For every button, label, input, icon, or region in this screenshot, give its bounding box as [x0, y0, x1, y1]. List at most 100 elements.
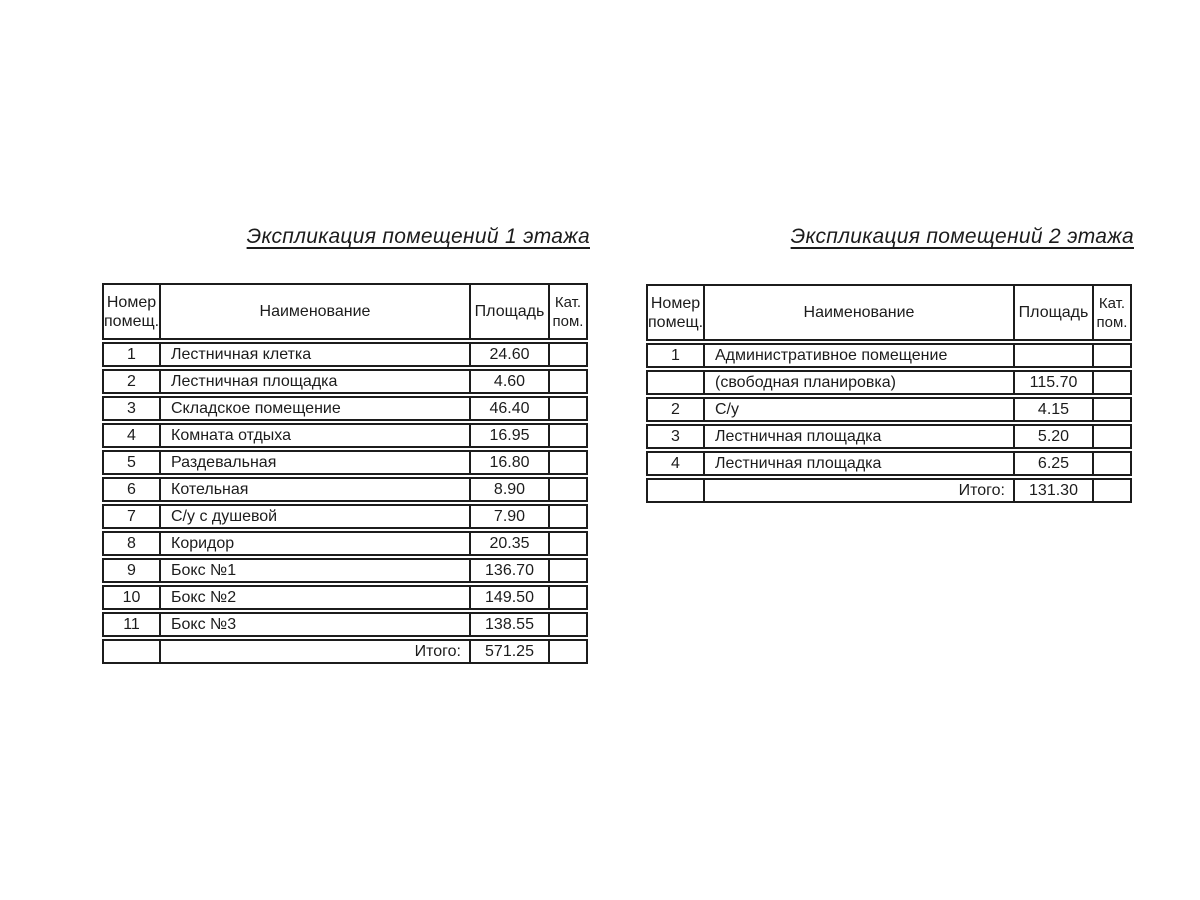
category-cell — [1093, 343, 1132, 368]
number-cell: 3 — [646, 424, 704, 449]
column-header-category-line1: Кат. — [1098, 294, 1126, 312]
number-cell — [102, 639, 160, 664]
table-row: 2 Лестничная площадка 4.60 — [102, 369, 588, 394]
category-cell — [1093, 478, 1132, 503]
category-cell — [549, 450, 588, 475]
category-cell — [549, 369, 588, 394]
area-cell: 138.55 — [470, 612, 549, 637]
number-cell: 5 — [102, 450, 160, 475]
column-header-area: Площадь — [470, 283, 549, 340]
name-cell: Лестничная площадка — [160, 369, 470, 394]
area-cell: 6.25 — [1014, 451, 1093, 476]
total-label: Итого: — [160, 639, 470, 664]
number-cell — [646, 370, 704, 395]
table-row: 9 Бокс №1 136.70 — [102, 558, 588, 583]
area-cell — [1014, 343, 1093, 368]
column-header-name: Наименование — [704, 284, 1014, 341]
name-cell: Бокс №1 — [160, 558, 470, 583]
column-header-number-line2: помещ. — [104, 312, 160, 330]
table-row: 3 Складское помещение 46.40 — [102, 396, 588, 421]
column-header-category: Кат. пом. — [549, 283, 588, 340]
category-cell — [549, 639, 588, 664]
name-cell: Административное помещение — [704, 343, 1014, 368]
name-cell: Лестничная клетка — [160, 342, 470, 367]
number-cell: 3 — [102, 396, 160, 421]
floor2-table-title: Экспликация помещений 2 этажа — [790, 225, 1134, 248]
area-cell: 16.80 — [470, 450, 549, 475]
category-cell — [549, 531, 588, 556]
category-cell — [1093, 370, 1132, 395]
number-cell: 10 — [102, 585, 160, 610]
name-cell: Бокс №3 — [160, 612, 470, 637]
table-row: 4 Лестничная площадка 6.25 — [646, 451, 1132, 476]
number-cell: 1 — [102, 342, 160, 367]
name-cell: С/у с душевой — [160, 504, 470, 529]
number-cell — [646, 478, 704, 503]
column-header-area: Площадь — [1014, 284, 1093, 341]
name-cell: Лестничная площадка — [704, 424, 1014, 449]
category-cell — [549, 585, 588, 610]
number-cell: 1 — [646, 343, 704, 368]
number-cell: 7 — [102, 504, 160, 529]
table-row: 2 С/у 4.15 — [646, 397, 1132, 422]
table-row: 6 Котельная 8.90 — [102, 477, 588, 502]
name-cell: Котельная — [160, 477, 470, 502]
number-cell: 4 — [646, 451, 704, 476]
category-cell — [549, 477, 588, 502]
column-header-category-line1: Кат. — [554, 293, 582, 311]
number-cell: 2 — [102, 369, 160, 394]
area-cell: 46.40 — [470, 396, 549, 421]
area-cell: 20.35 — [470, 531, 549, 556]
total-value: 571.25 — [470, 639, 549, 664]
table-row: 4 Комната отдыха 16.95 — [102, 423, 588, 448]
area-cell: 16.95 — [470, 423, 549, 448]
total-label: Итого: — [704, 478, 1014, 503]
area-cell: 7.90 — [470, 504, 549, 529]
name-cell: Бокс №2 — [160, 585, 470, 610]
category-cell — [549, 423, 588, 448]
table-row: 8 Коридор 20.35 — [102, 531, 588, 556]
category-cell — [549, 558, 588, 583]
category-cell — [1093, 424, 1132, 449]
category-cell — [549, 396, 588, 421]
table-row: 3 Лестничная площадка 5.20 — [646, 424, 1132, 449]
column-header-number-line1: Номер — [106, 293, 157, 311]
category-cell — [549, 612, 588, 637]
number-cell: 11 — [102, 612, 160, 637]
column-header-number: Номер помещ. — [646, 284, 704, 341]
explication-table-floor2: Номер помещ. Наименование Площадь Кат. п… — [646, 282, 1132, 505]
table-header-row: Номер помещ. Наименование Площадь Кат. п… — [646, 284, 1132, 341]
name-cell: С/у — [704, 397, 1014, 422]
explication-table-floor1: Номер помещ. Наименование Площадь Кат. п… — [102, 281, 588, 666]
column-header-category-line2: пом. — [552, 312, 584, 330]
number-cell: 9 — [102, 558, 160, 583]
area-cell: 115.70 — [1014, 370, 1093, 395]
name-cell: Комната отдыха — [160, 423, 470, 448]
area-cell: 149.50 — [470, 585, 549, 610]
area-cell: 24.60 — [470, 342, 549, 367]
column-header-number-line1: Номер — [650, 294, 701, 312]
column-header-name: Наименование — [160, 283, 470, 340]
area-cell: 136.70 — [470, 558, 549, 583]
total-value: 131.30 — [1014, 478, 1093, 503]
area-cell: 4.60 — [470, 369, 549, 394]
column-header-number: Номер помещ. — [102, 283, 160, 340]
table-header-row: Номер помещ. Наименование Площадь Кат. п… — [102, 283, 588, 340]
area-cell: 8.90 — [470, 477, 549, 502]
table-row: 10 Бокс №2 149.50 — [102, 585, 588, 610]
category-cell — [1093, 451, 1132, 476]
table-row: 1 Административное помещение — [646, 343, 1132, 368]
category-cell — [549, 504, 588, 529]
number-cell: 4 — [102, 423, 160, 448]
column-header-category-line2: пом. — [1096, 313, 1128, 331]
name-cell: Коридор — [160, 531, 470, 556]
total-row: Итого: 571.25 — [102, 639, 588, 664]
total-row: Итого: 131.30 — [646, 478, 1132, 503]
table-row: 7 С/у с душевой 7.90 — [102, 504, 588, 529]
name-cell: Лестничная площадка — [704, 451, 1014, 476]
number-cell: 8 — [102, 531, 160, 556]
floor1-table-title: Экспликация помещений 1 этажа — [246, 225, 590, 248]
table-row: (свободная планировка) 115.70 — [646, 370, 1132, 395]
name-cell: (свободная планировка) — [704, 370, 1014, 395]
